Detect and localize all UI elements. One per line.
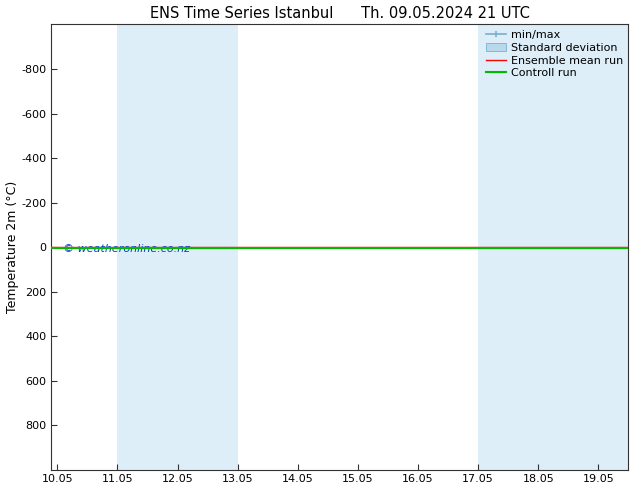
Y-axis label: Temperature 2m (°C): Temperature 2m (°C) bbox=[6, 181, 18, 313]
Title: ENS Time Series Istanbul      Th. 09.05.2024 21 UTC: ENS Time Series Istanbul Th. 09.05.2024 … bbox=[150, 5, 530, 21]
Bar bbox=[598, 24, 628, 469]
Bar bbox=[117, 24, 238, 469]
Legend: min/max, Standard deviation, Ensemble mean run, Controll run: min/max, Standard deviation, Ensemble me… bbox=[484, 28, 625, 81]
Bar bbox=[478, 24, 598, 469]
Text: © weatheronline.co.nz: © weatheronline.co.nz bbox=[63, 245, 190, 254]
